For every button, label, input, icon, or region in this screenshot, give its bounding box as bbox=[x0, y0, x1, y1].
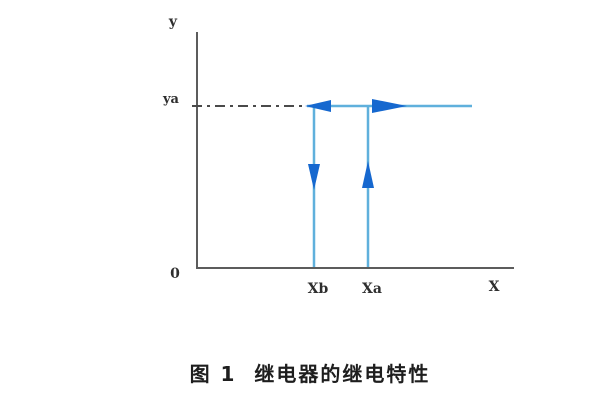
down-arrowhead bbox=[308, 164, 320, 190]
ya-tick-label: ya bbox=[162, 92, 180, 107]
figure-caption: 图 1 继电器的继电特性 bbox=[189, 362, 431, 386]
right-arrowhead bbox=[372, 99, 407, 113]
up-arrowhead bbox=[362, 161, 374, 188]
origin-label: 0 bbox=[170, 266, 180, 282]
y-axis-label: y bbox=[168, 14, 178, 30]
xa-tick-label: Xa bbox=[362, 281, 382, 297]
left-arrowhead bbox=[305, 100, 331, 112]
xb-tick-label: Xb bbox=[308, 281, 329, 297]
x-axis-label: X bbox=[489, 279, 500, 295]
axis-labels-group: y ya 0 Xb Xa X bbox=[162, 14, 500, 297]
